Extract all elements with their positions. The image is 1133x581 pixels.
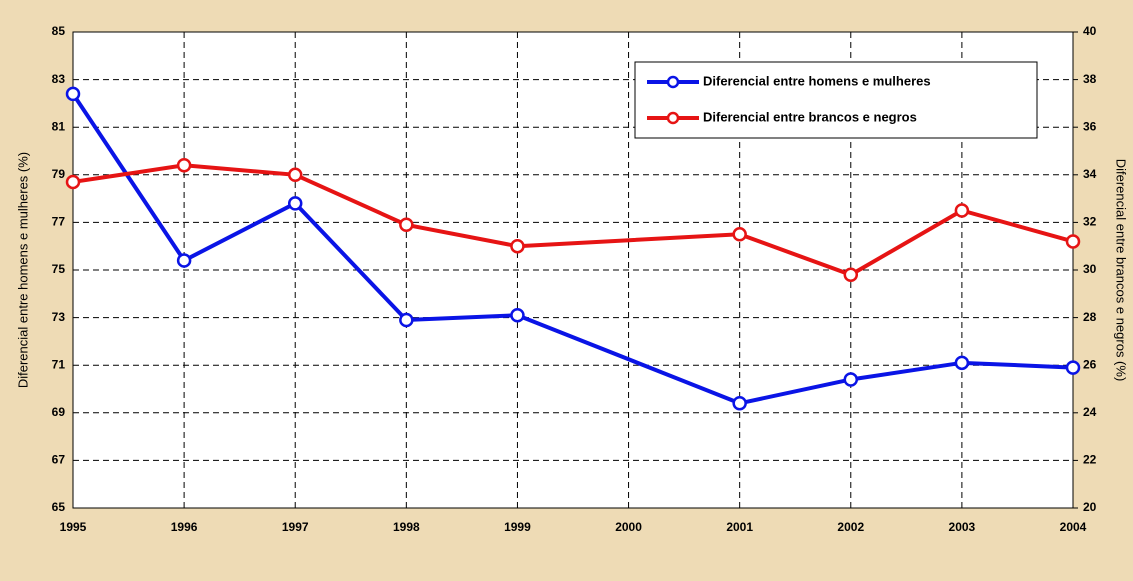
y2-tick-label: 36 [1083, 119, 1097, 133]
point [510, 307, 525, 323]
x-tick-label: 2001 [726, 520, 753, 534]
x-tick-label: 1995 [60, 520, 87, 534]
x-tick-label: 1996 [171, 520, 198, 534]
point [732, 227, 747, 242]
point [954, 203, 970, 218]
legend-label: Diferencial entre homens e mulheres [703, 73, 931, 88]
y-tick-label: 73 [52, 310, 66, 324]
point [287, 196, 303, 211]
point [399, 312, 414, 328]
point [843, 267, 859, 283]
legend-box [634, 61, 1038, 139]
y2-tick-label: 26 [1083, 357, 1097, 371]
point [732, 396, 747, 411]
plot-border [72, 31, 1074, 509]
y-tick-label: 67 [52, 453, 66, 467]
y2-tick-label: 34 [1083, 167, 1097, 181]
point [954, 355, 970, 371]
y-tick-label: 79 [52, 167, 66, 181]
y-tick-label: 81 [52, 119, 66, 133]
y2-tick-label: 32 [1083, 215, 1097, 229]
x-tick-label: 2000 [615, 520, 642, 534]
x-tick-label: 2004 [1060, 520, 1087, 534]
y2-tick-label: 24 [1083, 405, 1097, 419]
point [287, 167, 303, 183]
y-tick-label: 71 [52, 357, 66, 371]
y2-tick-label: 22 [1083, 453, 1097, 467]
y2-tick-label: 20 [1083, 500, 1097, 514]
y2-tick-label: 28 [1083, 310, 1097, 324]
x-tick-label: 2002 [837, 520, 864, 534]
y-tick-label: 69 [52, 405, 66, 419]
x-tick-label: 1997 [282, 520, 309, 534]
y-tick-label: 85 [52, 24, 66, 38]
y-tick-label: 77 [52, 215, 66, 229]
y-axis-label: Diferencial entre homens e mulheres (%) [15, 152, 30, 388]
x-tick-label: 1998 [393, 520, 420, 534]
point [843, 372, 859, 387]
y-tick-label: 65 [52, 500, 66, 514]
point [65, 174, 81, 190]
point [65, 86, 81, 102]
point [176, 158, 192, 173]
point [1065, 360, 1081, 375]
x-tick-label: 1999 [504, 520, 531, 534]
point [510, 238, 525, 254]
y2-tick-label: 30 [1083, 262, 1097, 276]
y2-tick-label: 40 [1083, 24, 1097, 38]
y2-tick-label: 38 [1083, 72, 1097, 86]
y2-axis-label: Diferencial entre brancos e negros (%) [1114, 159, 1129, 382]
point [176, 253, 192, 268]
legend-label: Diferencial entre brancos e negros [703, 109, 917, 124]
legend-marker [666, 75, 680, 89]
x-tick-label: 2003 [949, 520, 976, 534]
y-tick-label: 75 [52, 262, 66, 276]
point [1065, 234, 1081, 249]
y-tick-label: 83 [52, 72, 66, 86]
point [399, 217, 414, 233]
legend-marker [666, 111, 680, 125]
